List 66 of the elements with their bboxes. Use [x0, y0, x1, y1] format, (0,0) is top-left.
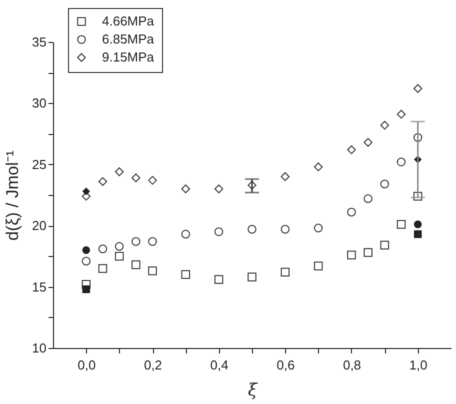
legend-label: 9.15MPa	[102, 50, 155, 64]
point	[132, 173, 140, 182]
x-axis-title: ξ	[248, 380, 259, 400]
point	[148, 176, 157, 185]
point	[248, 180, 256, 190]
point	[414, 230, 422, 238]
point	[214, 227, 224, 236]
point	[396, 110, 406, 119]
point	[347, 145, 356, 154]
point	[82, 280, 91, 289]
point	[396, 158, 406, 166]
point	[98, 264, 108, 273]
point	[148, 266, 157, 276]
point	[280, 224, 290, 234]
point	[314, 224, 323, 232]
point	[414, 220, 422, 228]
point	[413, 192, 422, 201]
y-tick-label: 15	[32, 279, 46, 294]
point	[280, 172, 290, 182]
y-tick-label: 30	[32, 96, 46, 111]
point	[181, 184, 190, 194]
y-tick-label: 35	[32, 34, 46, 50]
point	[380, 240, 390, 250]
x-tick-label: 0,0	[78, 358, 96, 372]
point	[347, 250, 356, 260]
point	[396, 220, 406, 229]
y-tick-label: 25	[32, 156, 46, 172]
point	[98, 244, 108, 254]
point	[98, 177, 108, 186]
y-tick-label: 10	[32, 340, 46, 356]
y-tick-label: 20	[32, 218, 46, 234]
point	[148, 237, 157, 246]
point	[82, 256, 91, 266]
point	[114, 242, 124, 251]
point	[364, 248, 372, 257]
point	[214, 275, 224, 284]
point	[82, 187, 90, 196]
point	[413, 84, 422, 93]
y-axis-title: d(ξ) / Jmol⁻¹	[3, 150, 22, 241]
point	[248, 224, 256, 234]
legend-label: 4.66MPa	[102, 14, 155, 28]
point	[82, 246, 90, 254]
point	[380, 120, 390, 130]
point	[132, 260, 140, 270]
x-tick-label: 0,4	[210, 358, 228, 372]
point	[314, 162, 323, 172]
point	[413, 133, 422, 142]
x-tick-label: 0,6	[276, 358, 295, 372]
x-tick-label: 1,0	[409, 358, 428, 372]
point	[248, 272, 256, 282]
point	[380, 180, 390, 188]
point	[114, 252, 124, 261]
point	[314, 262, 323, 270]
point	[82, 285, 90, 294]
point	[181, 230, 190, 239]
point	[114, 167, 124, 176]
point	[214, 184, 224, 194]
point	[364, 194, 372, 204]
point	[132, 237, 140, 246]
x-tick-label: 0,2	[144, 358, 162, 372]
x-tick-label: 0,8	[342, 358, 362, 372]
legend-label: 6.85MPa	[102, 32, 155, 46]
point	[364, 138, 372, 147]
point	[181, 270, 190, 279]
point	[347, 208, 356, 216]
point	[280, 268, 290, 276]
